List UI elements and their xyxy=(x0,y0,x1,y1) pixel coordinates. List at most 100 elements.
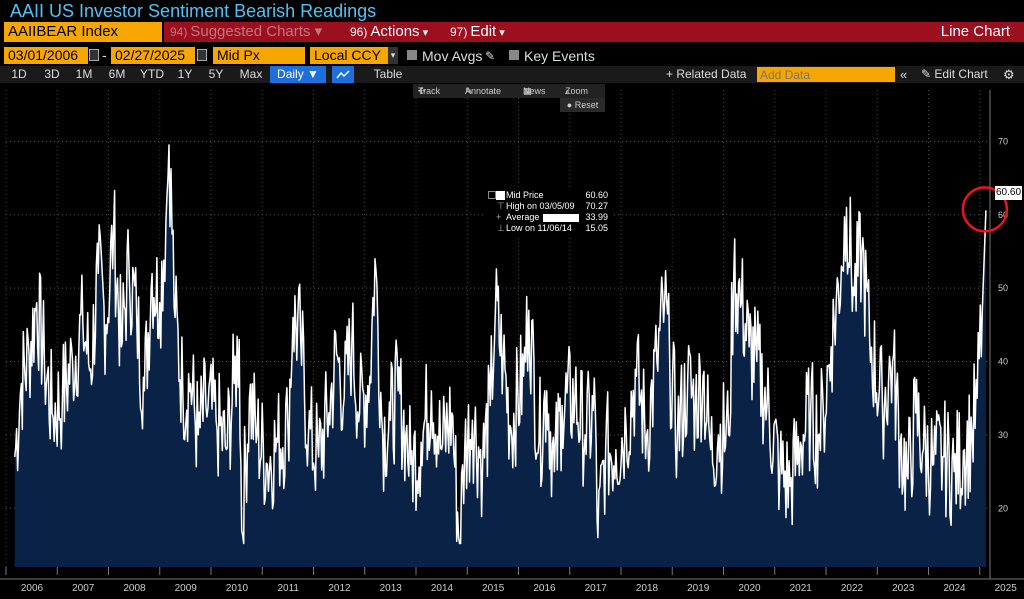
chart-plot[interactable]: 20 30 40 50 60 70 2006 2007 2008 2009 2010 2011 2012… xyxy=(0,84,1024,599)
key-events-checkbox[interactable] xyxy=(509,50,519,60)
track-label: Track xyxy=(418,86,441,96)
chevron-down-icon: ▾ xyxy=(310,23,323,40)
high-marker-icon: ⊤ xyxy=(497,201,505,211)
timeframe-1y[interactable]: 1Y xyxy=(177,67,193,81)
end-date-field[interactable]: 02/27/2025 xyxy=(111,47,195,64)
x-tick-label: 2013 xyxy=(380,583,403,594)
timeframe-bar: 1D 3D 1M 6M YTD 1Y 5Y Max Daily ▼ Table … xyxy=(0,66,1024,83)
x-tick-label: 2012 xyxy=(328,583,351,594)
x-tick-label: 2019 xyxy=(687,583,710,594)
calendar-icon[interactable] xyxy=(197,49,207,61)
x-tick-label: 2007 xyxy=(72,583,95,594)
low-marker-icon: ⊥ xyxy=(497,223,505,233)
y-tick-label: 20 xyxy=(998,503,1008,513)
collapse-box-icon[interactable] xyxy=(488,191,496,199)
x-tick-label: 2014 xyxy=(431,583,454,594)
gear-icon[interactable]: ⚙ xyxy=(1003,67,1015,82)
legend-low-label: Low on 11/06/14 xyxy=(506,223,572,233)
chart-type-label[interactable]: Line Chart xyxy=(940,23,1010,40)
x-tick-label: 2010 xyxy=(226,583,249,594)
table-button[interactable]: Table xyxy=(373,67,403,81)
reset-button[interactable]: ● Reset xyxy=(560,98,605,112)
date-separator: - xyxy=(102,47,107,63)
annotate-icon: ✎ xyxy=(465,86,473,96)
edit-num: 97) xyxy=(450,25,468,39)
timeframe-5y[interactable]: 5Y xyxy=(208,67,224,81)
actions-num: 96) xyxy=(350,25,368,39)
series-swatch xyxy=(496,191,505,200)
edit-chart-button[interactable]: ✎ Edit Chart xyxy=(921,66,988,83)
ticker-field[interactable]: AAIIBEAR Index xyxy=(4,22,162,42)
legend-row-mid: Mid Price 60.60 xyxy=(485,190,611,201)
legend-mid-label: Mid Price xyxy=(506,190,544,200)
edit-chart-label: Edit Chart xyxy=(934,67,988,81)
x-tick-label: 2016 xyxy=(533,583,556,594)
edit-label: Edit xyxy=(470,23,497,40)
key-events-label[interactable]: Key Events xyxy=(524,48,595,64)
magnifier-icon: ⌕ xyxy=(565,86,571,96)
add-data-input[interactable] xyxy=(757,67,895,82)
pencil-icon: ✎ xyxy=(921,67,935,81)
timeframe-3d[interactable]: 3D xyxy=(44,67,60,81)
calendar-icon[interactable] xyxy=(89,49,99,61)
last-value-tag: 60.60 xyxy=(995,186,1022,200)
currency-select[interactable]: Local CCY xyxy=(310,47,388,64)
x-tick-label: 2009 xyxy=(175,583,198,594)
collapse-icon[interactable]: « xyxy=(900,67,908,82)
news-label: News xyxy=(523,86,546,96)
chevron-down-icon: ▾ xyxy=(419,27,429,39)
y-tick-label: 60 xyxy=(998,210,1008,220)
x-tick-label: 2011 xyxy=(277,583,299,594)
x-tick-label: 2018 xyxy=(636,583,659,594)
chart-tools-bar: ✣ Track ✎ Annotate ▦ News ⌕ Zoom xyxy=(413,84,605,98)
y-tick-label: 40 xyxy=(998,357,1008,367)
legend-high-value: 70.27 xyxy=(585,201,608,211)
timeframe-max[interactable]: Max xyxy=(239,67,263,81)
legend-average-value: 33.99 xyxy=(585,212,608,222)
action-bar xyxy=(164,22,1024,42)
mov-avgs-label[interactable]: Mov Avgs xyxy=(422,48,483,64)
chart-title: AAII US Investor Sentiment Bearish Readi… xyxy=(10,1,377,21)
edit-menu[interactable]: 97) Edit ▾ xyxy=(450,22,505,42)
chevron-down-icon: ▾ xyxy=(496,27,505,39)
x-tick-label: 2008 xyxy=(123,583,146,594)
suggested-label: Suggested Charts xyxy=(190,23,311,40)
timeframe-1d[interactable]: 1D xyxy=(11,67,27,81)
average-swatch xyxy=(543,214,579,222)
price-field-select[interactable]: Mid Px xyxy=(213,47,305,64)
legend-mid-value: 60.60 xyxy=(585,190,608,200)
related-data-button[interactable]: + Related Data xyxy=(666,67,747,81)
pencil-icon[interactable]: ✎ xyxy=(485,49,496,63)
actions-menu[interactable]: 96) Actions ▾ xyxy=(350,22,428,42)
y-tick-label: 30 xyxy=(998,430,1008,440)
line-chart-icon[interactable] xyxy=(332,66,354,83)
mov-avgs-checkbox[interactable] xyxy=(407,50,417,60)
x-tick-label: 2022 xyxy=(841,583,864,594)
legend-row-high: ⊤ High on 03/05/09 70.27 xyxy=(485,201,611,212)
x-tick-label: 2006 xyxy=(21,583,44,594)
crosshair-icon: ✣ xyxy=(418,86,426,96)
x-tick-label: 2020 xyxy=(738,583,761,594)
settings-bar: 03/01/2006 - 02/27/2025 Mid Px Local CCY… xyxy=(0,47,1024,65)
timeframe-1m[interactable]: 1M xyxy=(75,67,93,81)
news-icon: ▦ xyxy=(523,86,532,96)
x-tick-label: 2015 xyxy=(482,583,505,594)
x-tick-label: 2017 xyxy=(585,583,608,594)
average-marker-icon: + xyxy=(496,212,502,222)
legend-row-low: ⊥ Low on 11/06/14 15.05 xyxy=(485,223,611,234)
legend-row-average: + Average 33.99 xyxy=(485,212,611,223)
timeframe-6m[interactable]: 6M xyxy=(108,67,126,81)
command-bar: AAIIBEAR Index 94) Suggested Charts ▾ 96)… xyxy=(0,22,1024,42)
start-date-field[interactable]: 03/01/2006 xyxy=(4,47,88,64)
reset-label: Reset xyxy=(574,100,599,110)
periodicity-select[interactable]: Daily ▼ xyxy=(270,66,326,83)
timeframe-ytd[interactable]: YTD xyxy=(140,67,164,81)
legend-high-label: High on 03/05/09 xyxy=(506,201,575,211)
zoom-label: Zoom xyxy=(565,86,589,96)
x-tick-label: 2021 xyxy=(790,583,813,594)
y-tick-label: 70 xyxy=(998,136,1008,146)
suggested-charts-menu[interactable]: 94) Suggested Charts ▾ xyxy=(170,22,322,42)
reset-icon: ● xyxy=(566,100,575,110)
chevron-down-icon[interactable]: ▾ xyxy=(388,47,398,64)
suggested-num: 94) xyxy=(170,25,188,39)
